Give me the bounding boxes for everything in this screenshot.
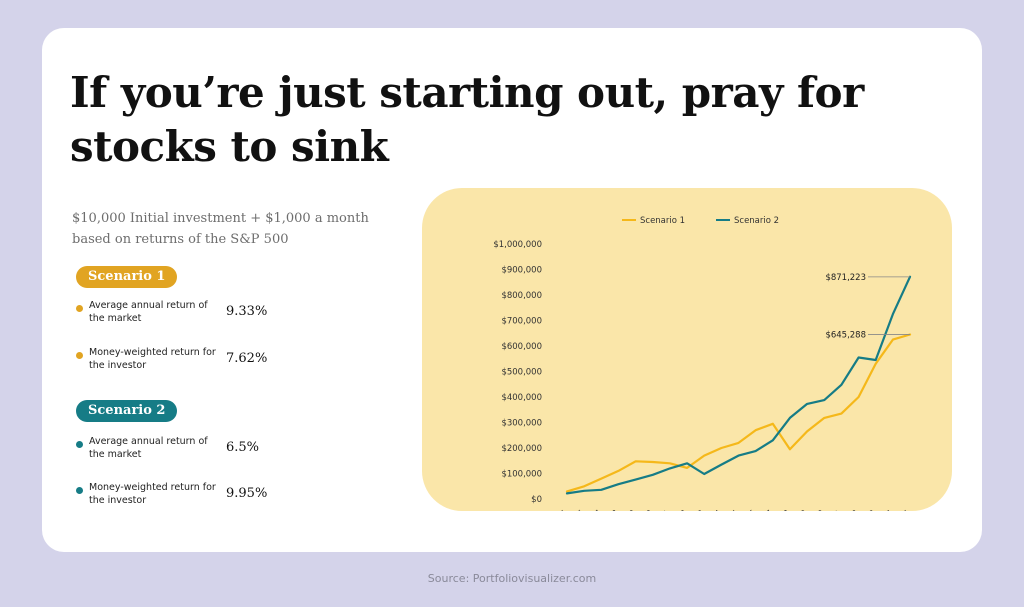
legend-label-2: Scenario 2 <box>734 216 779 226</box>
scenario-2-stat-money-weighted: Money-weighted return for the investor 9… <box>76 481 296 511</box>
x-tick-label: 1999 <box>617 508 637 511</box>
y-tick-label: $300,000 <box>501 419 542 429</box>
series-line-1 <box>565 333 912 493</box>
content-card: If you’re just starting out, pray for st… <box>42 28 982 552</box>
x-tick-label: 1998 <box>600 508 620 511</box>
y-tick-label: $100,000 <box>501 470 542 480</box>
x-tick-label: 2000 <box>634 508 654 511</box>
y-tick-label: $0 <box>531 495 542 505</box>
x-tick-label: 2013 <box>857 508 877 511</box>
scenario-2-badge: Scenario 2 <box>76 400 178 422</box>
x-tick-label: 2008 <box>771 508 791 511</box>
x-tick-label: 1995 <box>549 508 569 511</box>
x-tick-label: 2014 <box>874 508 894 511</box>
bullet-icon <box>76 441 83 448</box>
bullet-icon <box>76 352 83 359</box>
x-tick-label: 2009 <box>789 508 809 511</box>
x-tick-label: 1997 <box>583 508 603 511</box>
annotation-label: $645,288 <box>825 330 866 340</box>
x-tick-label: 2003 <box>686 508 706 511</box>
scenario-2-stat-average: Average annual return of the market 6.5% <box>76 435 296 465</box>
x-tick-label: 2006 <box>737 508 757 511</box>
scenario-1-stat-average: Average annual return of the market 9.33… <box>76 299 296 329</box>
y-tick-label: $200,000 <box>501 444 542 454</box>
page-title: If you’re just starting out, pray for st… <box>70 68 864 171</box>
chart-panel: $0 $100,000 $200,000 $300,000 $400,000 $500,0… <box>422 188 952 511</box>
stat-value: 6.5% <box>226 440 260 455</box>
y-tick-label: $600,000 <box>501 342 542 352</box>
x-tick-label: 2001 <box>651 508 671 511</box>
x-tick-label: 2005 <box>720 508 740 511</box>
x-tick-label: 1996 <box>566 508 586 511</box>
y-tick-label: $1,000,000 <box>493 240 542 250</box>
y-tick-label: $900,000 <box>501 266 542 276</box>
subtitle: $10,000 Initial investment + $1,000 a mo… <box>72 211 369 247</box>
stat-value: 9.95% <box>226 486 268 501</box>
x-tick-label: 2015 <box>892 508 912 511</box>
bullet-icon <box>76 487 83 494</box>
x-tick-label: 2007 <box>754 508 774 511</box>
y-tick-label: $400,000 <box>501 393 542 403</box>
legend-label-1: Scenario 1 <box>640 216 685 226</box>
scenario-1-stat-money-weighted: Money-weighted return for the investor 7… <box>76 346 296 376</box>
x-tick-label: 2012 <box>840 508 860 511</box>
stat-label: Average annual return of the market <box>89 436 208 460</box>
annotation-label: $871,223 <box>825 273 866 283</box>
source-note: Source: Portfoliovisualizer.com <box>427 572 597 585</box>
y-tick-label: $800,000 <box>501 291 542 301</box>
x-tick-label: 2004 <box>703 508 723 511</box>
line-chart: $0 $100,000 $200,000 $300,000 $400,000 $500,0… <box>493 216 912 511</box>
y-tick-label: $700,000 <box>501 317 542 327</box>
x-tick-label: 2010 <box>806 508 826 511</box>
series-line-2 <box>565 275 912 495</box>
y-tick-label: $500,000 <box>501 368 542 378</box>
stat-label: Money-weighted return for the investor <box>89 482 216 506</box>
stat-label: Average annual return of the market <box>89 300 208 324</box>
stat-label: Money-weighted return for the investor <box>89 347 216 371</box>
x-tick-label: 2002 <box>669 508 689 511</box>
scenario-1-badge: Scenario 1 <box>76 266 178 288</box>
stat-value: 9.33% <box>226 304 268 319</box>
x-tick-label: 2011 <box>823 508 843 511</box>
stat-value: 7.62% <box>226 351 268 366</box>
bullet-icon <box>76 305 83 312</box>
